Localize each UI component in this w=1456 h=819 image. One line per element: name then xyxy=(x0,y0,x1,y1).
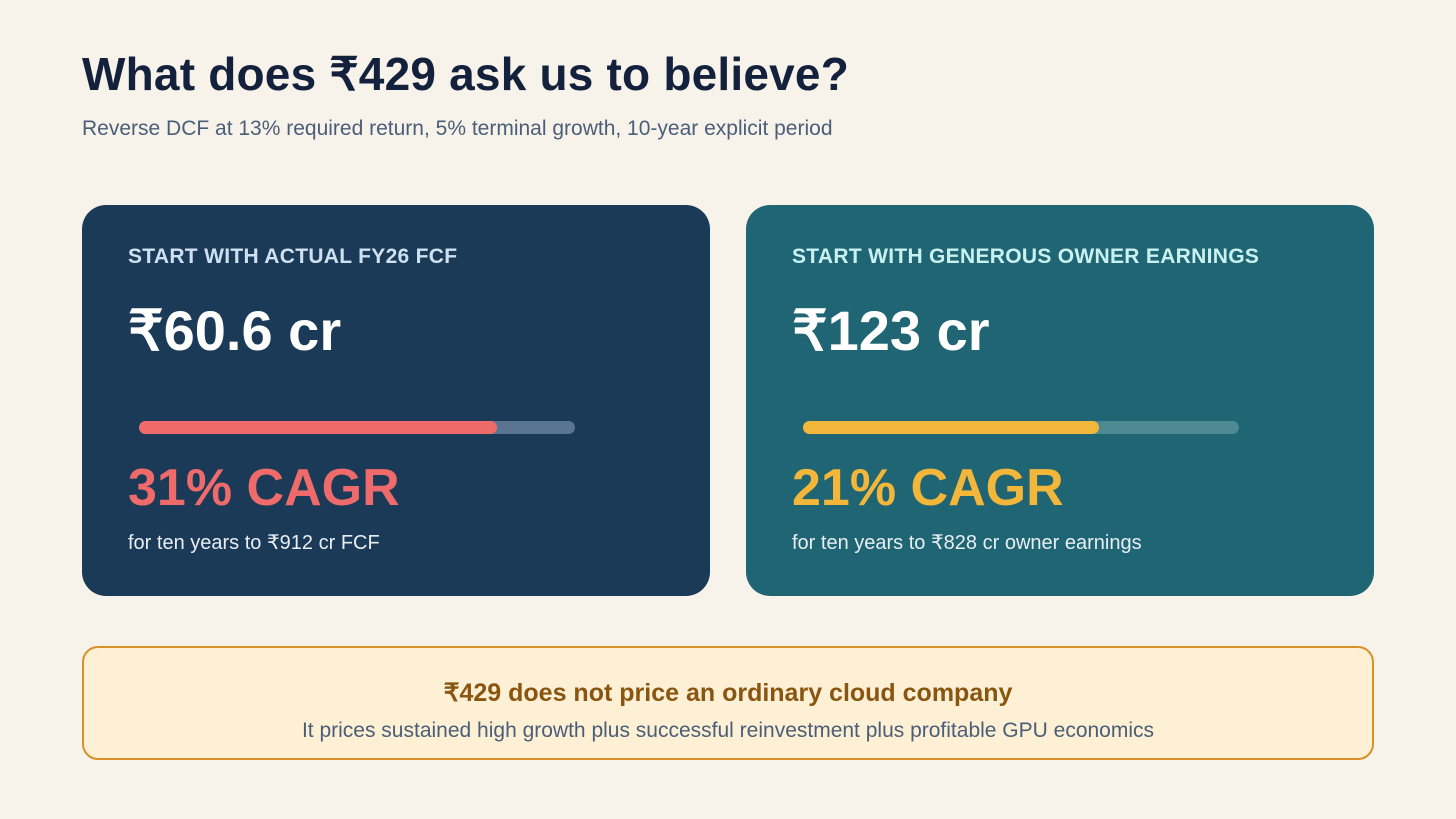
page-title: What does ₹429 ask us to believe? xyxy=(82,48,850,100)
card-value: ₹60.6 cr xyxy=(128,299,342,362)
card-value: ₹123 cr xyxy=(792,299,990,362)
progress-bar-track xyxy=(139,421,575,434)
progress-bar-fill xyxy=(803,421,1100,434)
card-owner-earnings: START WITH GENEROUS OWNER EARNINGS ₹123 … xyxy=(746,205,1374,596)
cagr-value: 31% CAGR xyxy=(128,459,400,517)
callout-text: It prices sustained high growth plus suc… xyxy=(301,719,1155,742)
card-note: for ten years to ₹912 cr FCF xyxy=(128,532,380,554)
cagr-value: 21% CAGR xyxy=(792,459,1064,517)
card-note: for ten years to ₹828 cr owner earnings xyxy=(792,532,1142,554)
page-subtitle: Reverse DCF at 13% required return, 5% t… xyxy=(82,117,833,140)
card-label: START WITH ACTUAL FY26 FCF xyxy=(128,245,458,268)
progress-bar-fill xyxy=(139,421,497,434)
card-actual-fcf: START WITH ACTUAL FY26 FCF ₹60.6 cr 31% … xyxy=(82,205,710,596)
callout-title: ₹429 does not price an ordinary cloud co… xyxy=(443,679,1013,707)
card-label: START WITH GENEROUS OWNER EARNINGS xyxy=(792,245,1260,268)
progress-bar-track xyxy=(803,421,1239,434)
conclusion-callout: ₹429 does not price an ordinary cloud co… xyxy=(82,646,1374,760)
